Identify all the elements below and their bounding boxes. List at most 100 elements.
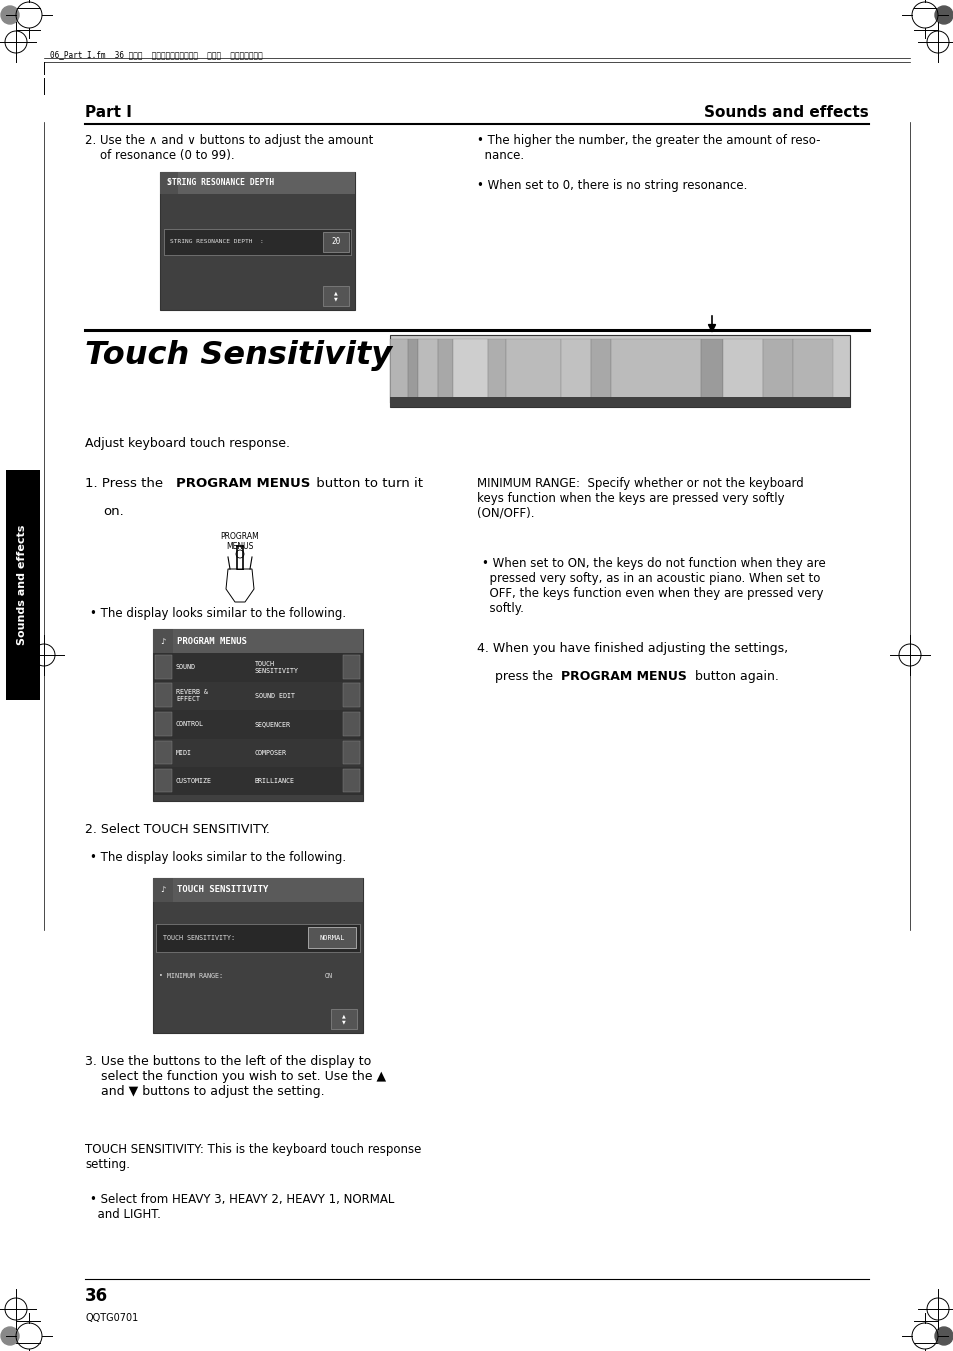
Text: ON: ON bbox=[325, 973, 333, 979]
FancyBboxPatch shape bbox=[700, 339, 722, 403]
FancyBboxPatch shape bbox=[152, 878, 363, 902]
Text: ♪: ♪ bbox=[166, 178, 172, 188]
FancyBboxPatch shape bbox=[488, 339, 505, 403]
FancyBboxPatch shape bbox=[343, 712, 359, 735]
Text: SOUND EDIT: SOUND EDIT bbox=[254, 693, 294, 698]
FancyBboxPatch shape bbox=[390, 397, 849, 407]
Text: MIDI: MIDI bbox=[175, 750, 192, 755]
FancyBboxPatch shape bbox=[160, 172, 355, 195]
FancyBboxPatch shape bbox=[154, 769, 172, 793]
Text: Part I: Part I bbox=[85, 105, 132, 120]
FancyBboxPatch shape bbox=[152, 739, 363, 767]
Text: button again.: button again. bbox=[690, 670, 778, 684]
Text: PROGRAM MENUS: PROGRAM MENUS bbox=[560, 670, 686, 684]
FancyBboxPatch shape bbox=[331, 1009, 356, 1029]
FancyBboxPatch shape bbox=[323, 232, 349, 253]
FancyBboxPatch shape bbox=[437, 339, 453, 403]
Text: CONTROL: CONTROL bbox=[175, 721, 204, 727]
Text: 2. Select TOUCH SENSITIVITY.: 2. Select TOUCH SENSITIVITY. bbox=[85, 823, 270, 836]
Text: • The display looks similar to the following.: • The display looks similar to the follo… bbox=[90, 851, 346, 865]
Text: TOUCH SENSITIVITY: This is the keyboard touch response
setting.: TOUCH SENSITIVITY: This is the keyboard … bbox=[85, 1143, 421, 1171]
FancyBboxPatch shape bbox=[152, 653, 363, 681]
FancyBboxPatch shape bbox=[156, 924, 359, 952]
FancyBboxPatch shape bbox=[343, 769, 359, 793]
FancyBboxPatch shape bbox=[505, 339, 560, 403]
Text: • The display looks similar to the following.: • The display looks similar to the follo… bbox=[90, 607, 346, 620]
Text: MINIMUM RANGE:  Specify whether or not the keyboard
keys function when the keys : MINIMUM RANGE: Specify whether or not th… bbox=[476, 477, 803, 520]
FancyBboxPatch shape bbox=[152, 878, 172, 902]
Text: • When set to ON, the keys do not function when they are
  pressed very softy, a: • When set to ON, the keys do not functi… bbox=[481, 557, 825, 615]
Text: 4. When you have finished adjusting the settings,: 4. When you have finished adjusting the … bbox=[476, 642, 787, 655]
FancyBboxPatch shape bbox=[722, 339, 762, 403]
Text: SOUND: SOUND bbox=[175, 665, 195, 670]
FancyBboxPatch shape bbox=[154, 655, 172, 678]
FancyBboxPatch shape bbox=[164, 230, 351, 255]
Text: CUSTOMIZE: CUSTOMIZE bbox=[175, 778, 212, 784]
Text: TOUCH SENSITIVITY: TOUCH SENSITIVITY bbox=[177, 885, 268, 894]
FancyBboxPatch shape bbox=[160, 172, 355, 309]
Text: PROGRAM
MENUS: PROGRAM MENUS bbox=[220, 532, 259, 551]
Text: STRING RESONANCE DEPTH  :: STRING RESONANCE DEPTH : bbox=[170, 239, 263, 245]
FancyBboxPatch shape bbox=[417, 339, 437, 403]
Text: 3. Use the buttons to the left of the display to
    select the function you wis: 3. Use the buttons to the left of the di… bbox=[85, 1055, 386, 1098]
FancyBboxPatch shape bbox=[762, 339, 792, 403]
FancyBboxPatch shape bbox=[154, 684, 172, 707]
Circle shape bbox=[934, 1327, 952, 1346]
Text: COMPOSER: COMPOSER bbox=[254, 750, 287, 755]
Text: press the: press the bbox=[495, 670, 557, 684]
FancyBboxPatch shape bbox=[152, 630, 172, 653]
FancyBboxPatch shape bbox=[792, 339, 832, 403]
FancyBboxPatch shape bbox=[343, 655, 359, 678]
Text: on.: on. bbox=[103, 505, 124, 517]
FancyBboxPatch shape bbox=[590, 339, 610, 403]
FancyBboxPatch shape bbox=[343, 684, 359, 707]
FancyBboxPatch shape bbox=[152, 630, 363, 653]
FancyBboxPatch shape bbox=[152, 878, 363, 1034]
Text: PROGRAM MENUS: PROGRAM MENUS bbox=[175, 477, 310, 490]
Text: QQTG0701: QQTG0701 bbox=[85, 1313, 138, 1323]
Text: ♪: ♪ bbox=[160, 885, 166, 894]
Text: 20: 20 bbox=[331, 238, 340, 246]
Text: • MINIMUM RANGE:: • MINIMUM RANGE: bbox=[159, 973, 223, 979]
Text: REVERB &
EFFECT: REVERB & EFFECT bbox=[175, 689, 208, 703]
FancyBboxPatch shape bbox=[152, 681, 363, 711]
FancyBboxPatch shape bbox=[323, 286, 349, 305]
Circle shape bbox=[934, 5, 952, 24]
FancyBboxPatch shape bbox=[343, 740, 359, 765]
Text: 2. Use the ∧ and ∨ buttons to adjust the amount
    of resonance (0 to 99).: 2. Use the ∧ and ∨ buttons to adjust the… bbox=[85, 134, 373, 162]
Text: button to turn it: button to turn it bbox=[313, 477, 423, 490]
Text: STRING RESONANCE DEPTH: STRING RESONANCE DEPTH bbox=[167, 178, 274, 188]
FancyBboxPatch shape bbox=[152, 630, 363, 801]
FancyBboxPatch shape bbox=[154, 740, 172, 765]
Text: ♪: ♪ bbox=[160, 636, 166, 646]
Text: • Select from HEAVY 3, HEAVY 2, HEAVY 1, NORMAL
  and LIGHT.: • Select from HEAVY 3, HEAVY 2, HEAVY 1,… bbox=[90, 1193, 394, 1221]
Text: 36: 36 bbox=[85, 1288, 108, 1305]
Circle shape bbox=[1, 1327, 19, 1346]
FancyBboxPatch shape bbox=[154, 712, 172, 735]
FancyBboxPatch shape bbox=[560, 339, 590, 403]
FancyBboxPatch shape bbox=[390, 339, 408, 403]
FancyBboxPatch shape bbox=[152, 711, 363, 739]
FancyBboxPatch shape bbox=[453, 339, 488, 403]
Text: BRILLIANCE: BRILLIANCE bbox=[254, 778, 294, 784]
FancyBboxPatch shape bbox=[610, 339, 700, 403]
Text: Sounds and effects: Sounds and effects bbox=[17, 524, 28, 646]
Text: ▲
▼: ▲ ▼ bbox=[342, 1013, 346, 1024]
Text: Touch Sensitivity: Touch Sensitivity bbox=[85, 340, 392, 372]
Text: ▲
▼: ▲ ▼ bbox=[334, 290, 337, 301]
FancyBboxPatch shape bbox=[160, 172, 178, 195]
Text: PROGRAM MENUS: PROGRAM MENUS bbox=[177, 636, 247, 646]
Text: • The higher the number, the greater the amount of reso-
  nance.: • The higher the number, the greater the… bbox=[476, 134, 820, 162]
Circle shape bbox=[1, 5, 19, 24]
Text: 06_Part I.fm  36 ページ  ２００３年５月２０日  火曜日  午後５晎２４分: 06_Part I.fm 36 ページ ２００３年５月２０日 火曜日 午後５晎２… bbox=[50, 50, 262, 59]
Text: Adjust keyboard touch response.: Adjust keyboard touch response. bbox=[85, 436, 290, 450]
Text: • When set to 0, there is no string resonance.: • When set to 0, there is no string reso… bbox=[476, 178, 746, 192]
FancyBboxPatch shape bbox=[390, 335, 849, 407]
FancyBboxPatch shape bbox=[152, 767, 363, 796]
Text: NORMAL: NORMAL bbox=[319, 935, 344, 942]
FancyBboxPatch shape bbox=[408, 339, 417, 403]
Text: TOUCH
SENSITIVITY: TOUCH SENSITIVITY bbox=[254, 661, 298, 674]
Text: TOUCH SENSITIVITY:: TOUCH SENSITIVITY: bbox=[163, 935, 234, 942]
Text: 1. Press the: 1. Press the bbox=[85, 477, 167, 490]
Text: SEQUENCER: SEQUENCER bbox=[254, 721, 291, 727]
